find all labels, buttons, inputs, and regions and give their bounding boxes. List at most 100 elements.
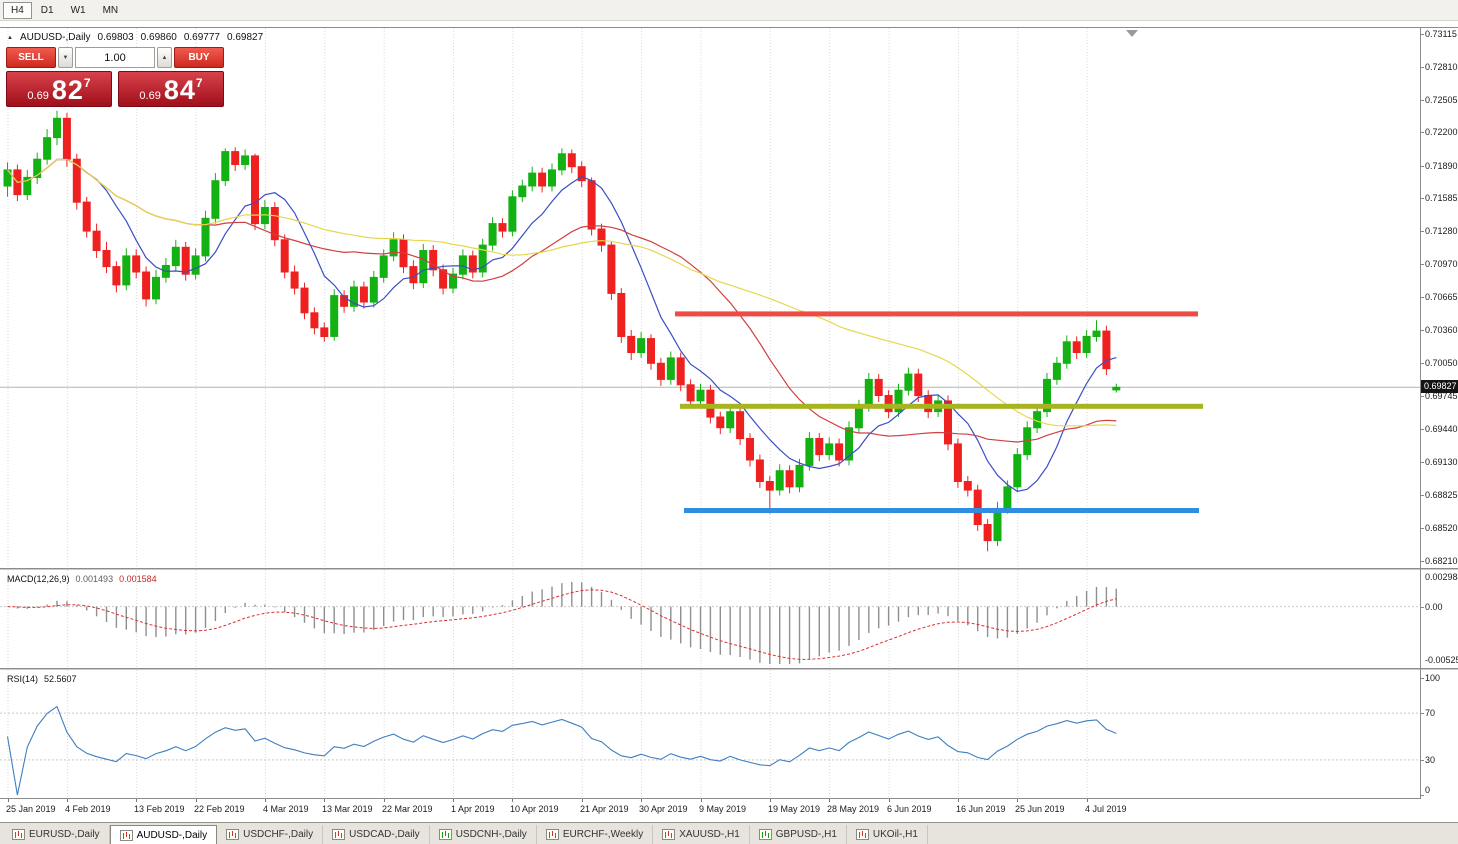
macd-value-signal: 0.001584 [119,574,157,584]
timeframe-button-w1[interactable]: W1 [63,2,94,19]
ohlc-low: 0.69777 [183,32,220,43]
time-axis[interactable]: 25 Jan 2019 4 Feb 2019 13 Feb 2019 22 Feb 2… [0,798,1420,822]
chart-tab-eurchf-weekly[interactable]: EURCHF-,Weekly [537,825,654,844]
chart-tab-gbpusd-h1[interactable]: GBPUSD-,H1 [750,825,847,844]
rsi-panel-canvas[interactable] [0,670,1420,798]
chart-icon [545,829,559,840]
chart-window: 25 Jan 2019 4 Feb 2019 13 Feb 2019 22 Feb 2… [0,21,1458,822]
hline-resistance[interactable] [675,311,1198,317]
hline-support[interactable] [684,508,1199,513]
rsi-line [6,705,1117,796]
time-tick-mark [8,799,9,802]
sell-button[interactable]: SELL [6,47,56,68]
price-tick-label: 0.68825 [1425,490,1458,500]
price-tick-label: 0.69130 [1425,457,1458,467]
buy-price-button[interactable]: 0.69 84 7 [118,71,224,107]
volume-decrease-button[interactable]: ▼ [58,47,73,68]
chart-tab-usdcnh-daily[interactable]: USDCNH-,Daily [430,825,537,844]
sell-price-button[interactable]: 0.69 82 7 [6,71,112,107]
price-tick-mark [1420,198,1424,199]
price-tick-label: 0.71585 [1425,193,1458,203]
macd-value-main: 0.001493 [75,574,114,584]
ohlc-high: 0.69860 [140,32,177,43]
buy-button[interactable]: BUY [174,47,224,68]
price-tick-label: 0.69440 [1425,424,1458,434]
price-tick-label: 0.71280 [1425,226,1458,236]
date-label: 1 Apr 2019 [451,804,495,814]
bid-price-pip: 7 [83,76,91,90]
rsi-axis-label: 70 [1425,708,1436,718]
one-click-toggle-icon[interactable]: ▲ [7,34,13,41]
date-label: 9 May 2019 [699,804,747,814]
time-tick-mark [67,799,68,802]
rsi-tick-mark [1420,795,1424,796]
panel-splitter-rsi[interactable] [0,668,1458,670]
current-price-badge: 0.69827 [1421,380,1458,393]
chart-tab-ukoil-h1[interactable]: UKOil-,H1 [847,825,928,844]
price-chart-canvas[interactable] [0,28,1420,568]
time-tick-mark [1087,799,1088,802]
price-tick-mark [1420,396,1424,397]
tab-label: GBPUSD-,H1 [775,829,837,840]
chart-icon [758,829,772,840]
date-label: 16 Jun 2019 [956,804,1006,814]
chart-tab-eurusd-daily[interactable]: EURUSD-,Daily [3,825,110,844]
bid-price-big: 82 [51,75,84,105]
chart-icon [119,829,133,841]
price-tick-label: 0.70665 [1425,292,1458,302]
chart-tab-xauusd-h1[interactable]: XAUUSD-,H1 [653,825,750,844]
chart-icon [332,829,346,840]
chart-icon [438,829,452,840]
tab-label: UKOil-,H1 [872,829,918,840]
macd-indicator-label: MACD(12,26,9) 0.001493 0.001584 [7,574,157,584]
rsi-axis-label: 0 [1425,785,1431,795]
price-tick-mark [1420,363,1424,364]
date-label: 19 May 2019 [768,804,821,814]
volume-input[interactable] [75,47,155,68]
ma-mid-line [7,158,1117,443]
ohlc-open: 0.69803 [97,32,134,43]
time-tick-mark [136,799,137,802]
time-tick-mark [512,799,513,802]
price-tick-label: 0.72200 [1425,127,1458,137]
macd-signal-line [7,589,1117,660]
chart-tab-usdchf-daily[interactable]: USDCHF-,Daily [217,825,324,844]
price-tick-mark [1420,561,1424,562]
bid-price-small: 0.69 [27,90,49,102]
volume-increase-button[interactable]: ▲ [157,47,172,68]
timeframe-button-d1[interactable]: D1 [33,2,62,19]
price-tick-label: 0.70360 [1425,325,1458,335]
chart-tab-usdcad-daily[interactable]: USDCAD-,Daily [323,825,430,844]
price-tick-label: 0.72505 [1425,95,1458,105]
timeframe-button-mn[interactable]: MN [95,2,127,19]
macd-panel-canvas[interactable] [0,570,1420,668]
tab-label: XAUUSD-,H1 [679,829,740,840]
date-label: 30 Apr 2019 [639,804,688,814]
panel-splitter-macd[interactable] [0,568,1458,570]
time-tick-mark [453,799,454,802]
chart-shift-marker[interactable] [1126,30,1138,37]
rsi-indicator-label: RSI(14) 52.5607 [7,674,77,684]
hline-pivot[interactable] [680,403,1203,409]
rsi-name: RSI(14) [7,674,39,684]
macd-name: MACD(12,26,9) [7,574,70,584]
macd-tick-mark [1420,607,1424,608]
price-tick-mark [1420,34,1424,35]
price-tick-mark [1420,330,1424,331]
price-tick-mark [1420,132,1424,133]
date-label: 10 Apr 2019 [510,804,559,814]
spinner-down-icon: ▼ [62,54,69,61]
price-tick-mark [1420,495,1424,496]
price-tick-label: 0.68520 [1425,523,1458,533]
timeframe-button-h4[interactable]: H4 [3,1,32,19]
date-label: 22 Mar 2019 [382,804,433,814]
price-tick-mark [1420,429,1424,430]
price-tick-mark [1420,528,1424,529]
time-tick-mark [582,799,583,802]
ma-fast-line [7,158,1117,492]
chart-tab-audusd-daily[interactable]: AUDUSD-,Daily [109,825,218,844]
ma-slow-line [7,158,1117,427]
ohlc-close: 0.69827 [226,32,264,43]
price-tick-label: 0.70050 [1425,358,1458,368]
price-tick-label: 0.68210 [1425,556,1458,566]
